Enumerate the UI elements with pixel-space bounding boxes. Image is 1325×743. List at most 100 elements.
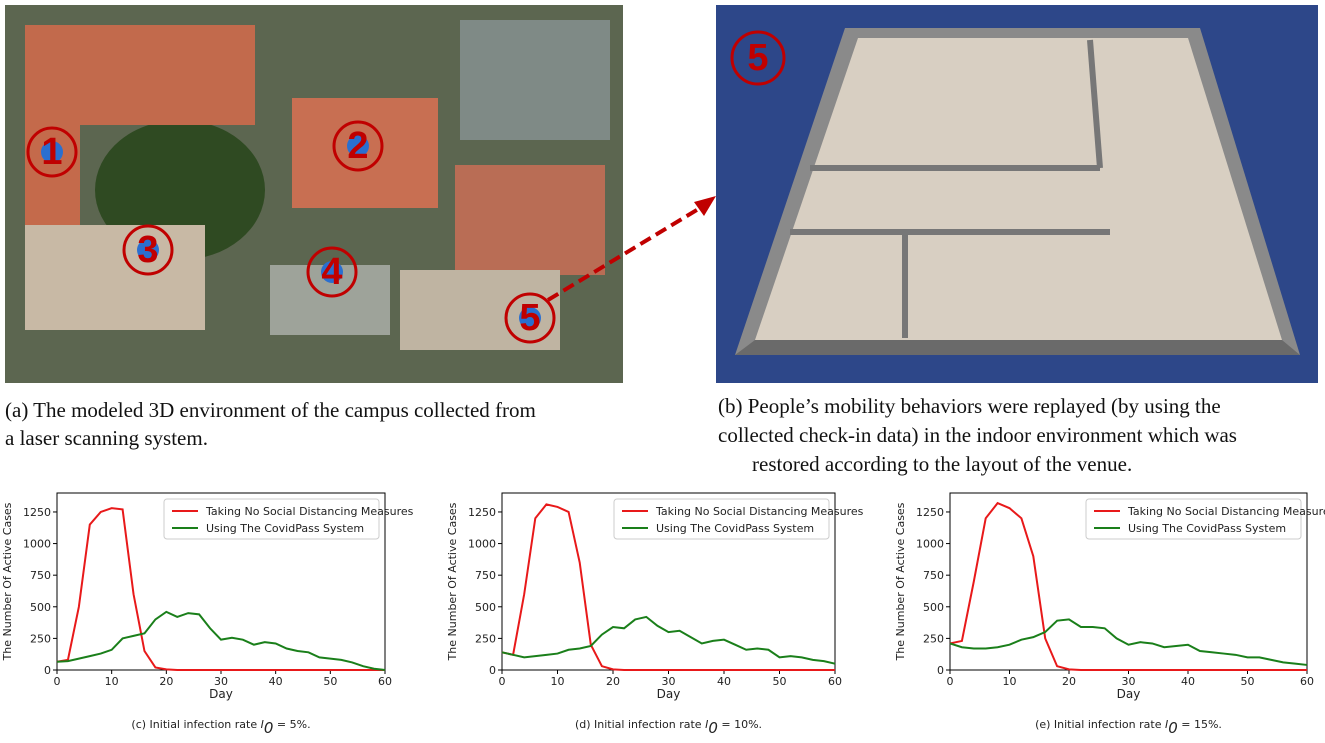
caption-part: = 15%. [1178, 718, 1222, 731]
legend-box [163, 498, 380, 540]
caption-b: restored according to the layout of the … [752, 452, 1132, 476]
venue-marker: 5 [747, 37, 768, 79]
line [949, 501, 1307, 671]
caption-part: (c) Initial infection rate [131, 718, 260, 731]
caption-a: a laser scanning system. [5, 426, 208, 450]
building-marker: 3 [137, 229, 158, 271]
y-tick-label: 1250 [23, 506, 51, 519]
y-tick-label: 1000 [916, 538, 944, 551]
line [56, 507, 385, 671]
marker-ring [306, 246, 358, 298]
line [56, 610, 386, 671]
caption-part: (d) Initial infection rate [575, 718, 705, 731]
x-tick-label: 50 [1241, 675, 1255, 688]
x-tick-label: 60 [828, 675, 842, 688]
chart: 0 250 500 750 1000 1250 0 10 20 30 40 50 60 Day The Nu… [894, 492, 1325, 737]
campus-image [5, 5, 623, 383]
legend-label: Using The CovidPass System [206, 522, 364, 535]
caption-part: = 5%. [273, 718, 310, 731]
y-tick-label: 1000 [23, 538, 51, 551]
caption-part: = 10%. [718, 718, 762, 731]
y-axis-label: The Number Of Active Cases [446, 502, 459, 661]
x-tick-label: 30 [662, 675, 676, 688]
building-marker: 4 [321, 251, 342, 293]
building-marker: 1 [41, 131, 62, 173]
legend-label: Taking No Social Distancing Measures [655, 505, 864, 518]
marker-ring [122, 224, 174, 276]
x-tick-label: 10 [551, 675, 565, 688]
x-axis-label: Day [1117, 687, 1141, 701]
caption-part: I [261, 718, 264, 731]
caption: (c) Initial infection rate I0 = 5%. [131, 718, 310, 737]
line [501, 503, 835, 671]
x-axis-label: Day [209, 687, 233, 701]
line [949, 618, 1308, 666]
y-tick-label: 250 [30, 632, 51, 645]
caption: (e) Initial infection rate I0 = 15%. [1035, 718, 1222, 737]
x-tick-label: 20 [159, 675, 173, 688]
y-tick-label: 0 [937, 664, 944, 677]
x-tick-label: 50 [323, 675, 337, 688]
x-axis-label: Day [657, 687, 681, 701]
x-tick-label: 40 [1181, 675, 1195, 688]
x-tick-label: 40 [717, 675, 731, 688]
indoor-image [716, 5, 1318, 383]
caption-part: I [705, 718, 708, 731]
y-tick-label: 500 [30, 601, 51, 614]
legend-label: Taking No Social Distancing Measures [1127, 505, 1325, 518]
marker-dot [41, 141, 63, 163]
arrow-head [694, 196, 716, 216]
y-tick-label: 500 [475, 601, 496, 614]
legend-box [1085, 498, 1302, 540]
chart: 0 250 500 750 1000 1250 0 10 20 30 40 50 60 Day The Nu… [1, 492, 414, 737]
arrow [546, 203, 707, 302]
caption-part: (e) Initial infection rate [1035, 718, 1165, 731]
marker-ring [504, 292, 556, 344]
caption-part: I [1165, 718, 1168, 731]
marker-dot [321, 261, 343, 283]
chart: 0 250 500 750 1000 1250 0 10 20 30 40 50 60 Day The Nu… [446, 492, 864, 737]
y-tick-label: 250 [475, 632, 496, 645]
x-tick-label: 0 [947, 675, 954, 688]
caption-b: (b) People’s mobility behaviors were rep… [718, 394, 1221, 418]
y-tick-label: 750 [475, 569, 496, 582]
y-tick-label: 250 [923, 632, 944, 645]
y-tick-label: 1250 [916, 506, 944, 519]
building-marker: 2 [347, 125, 368, 167]
building-marker: 5 [519, 297, 540, 339]
marker-dot [347, 135, 369, 157]
legend-box [613, 498, 830, 540]
x-tick-label: 30 [1122, 675, 1136, 688]
x-tick-label: 30 [214, 675, 228, 688]
caption-part: 0 [1168, 719, 1178, 737]
y-axis-label: The Number Of Active Cases [894, 502, 907, 661]
y-tick-label: 750 [30, 569, 51, 582]
line [501, 615, 836, 665]
x-tick-label: 50 [773, 675, 787, 688]
y-tick-label: 1000 [468, 538, 496, 551]
x-tick-label: 0 [54, 675, 61, 688]
marker-ring [730, 30, 786, 86]
x-tick-label: 10 [1003, 675, 1017, 688]
y-tick-label: 750 [923, 569, 944, 582]
marker-dot [519, 307, 541, 329]
y-tick-label: 1250 [468, 506, 496, 519]
caption-b: collected check-in data) in the indoor e… [718, 423, 1237, 447]
legend-label: Using The CovidPass System [1128, 522, 1286, 535]
caption-a: (a) The modeled 3D environment of the ca… [5, 398, 536, 422]
x-tick-label: 60 [1300, 675, 1314, 688]
legend-label: Taking No Social Distancing Measures [205, 505, 414, 518]
y-axis-label: The Number Of Active Cases [1, 502, 14, 661]
y-tick-label: 500 [923, 601, 944, 614]
x-tick-label: 10 [105, 675, 119, 688]
caption-part: 0 [264, 719, 274, 737]
caption: (d) Initial infection rate I0 = 10%. [575, 718, 762, 737]
caption-part: 0 [708, 719, 718, 737]
x-tick-label: 40 [269, 675, 283, 688]
y-tick-label: 0 [489, 664, 496, 677]
marker-dot [137, 239, 159, 261]
marker-ring [26, 126, 78, 178]
x-tick-label: 60 [378, 675, 392, 688]
x-tick-label: 20 [1062, 675, 1076, 688]
